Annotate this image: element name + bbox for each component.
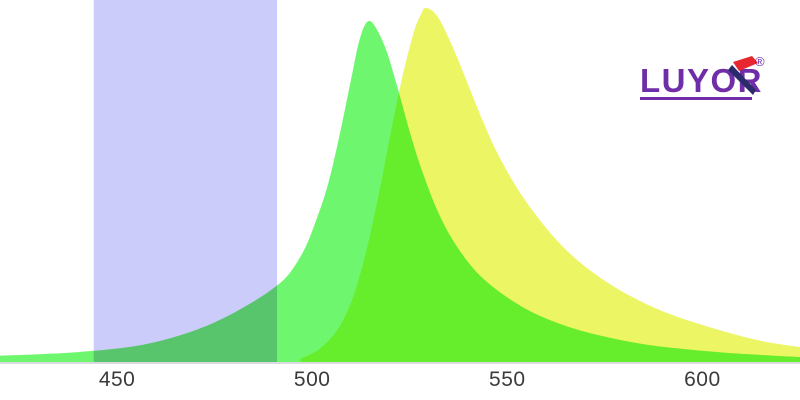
green-emission-area [0, 20, 800, 363]
luyor-logo: LUYOR ® [640, 52, 770, 104]
spectrum-plot-svg [0, 0, 800, 364]
luyor-logo-svg: LUYOR ® [640, 54, 765, 100]
logo-underline [640, 97, 752, 100]
x-tick-label-500: 500 [293, 368, 331, 391]
x-tick-label-550: 550 [489, 368, 526, 391]
excitation-band-rect [93, 0, 278, 364]
x-tick-label-600: 600 [684, 368, 721, 391]
x-axis-tick-labels: 450 500 550 600 [0, 364, 800, 400]
x-tick-label-450: 450 [98, 368, 136, 391]
logo-slash-red [733, 56, 758, 71]
logo-slash-dark [728, 65, 756, 95]
x-axis-line [0, 362, 800, 364]
plot-area [0, 0, 800, 364]
logo-trademark-symbol: ® [755, 54, 765, 69]
